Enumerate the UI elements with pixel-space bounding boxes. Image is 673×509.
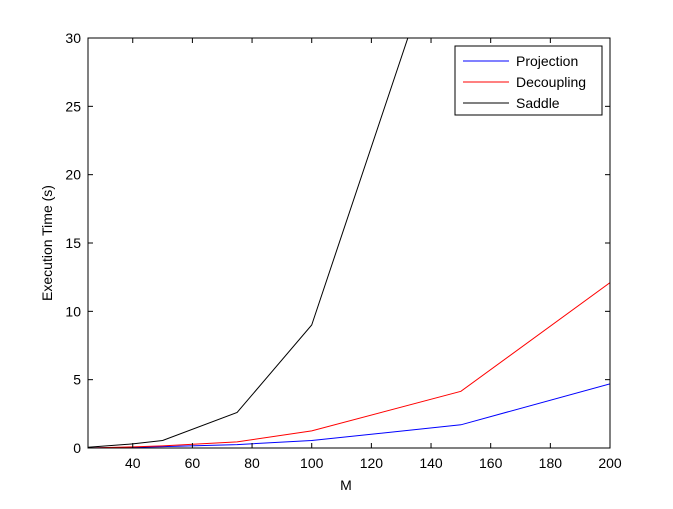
y-tick-label: 5 bbox=[73, 372, 81, 388]
x-tick-label: 80 bbox=[244, 455, 260, 471]
y-tick-label: 15 bbox=[65, 235, 81, 251]
x-tick-label: 140 bbox=[419, 455, 443, 471]
x-tick-label: 200 bbox=[598, 455, 622, 471]
x-tick-label: 180 bbox=[539, 455, 563, 471]
y-tick-label: 30 bbox=[65, 30, 81, 46]
x-tick-label: 100 bbox=[300, 455, 324, 471]
x-axis: 40 60 80 100 120 140 160 180 200 bbox=[125, 38, 622, 471]
y-axis-label: Execution Time (s) bbox=[39, 185, 55, 301]
legend: Projection Decoupling Saddle bbox=[454, 45, 603, 116]
x-axis-label: M bbox=[340, 477, 352, 493]
y-tick-label: 10 bbox=[65, 303, 81, 319]
legend-label-decoupling: Decoupling bbox=[516, 74, 586, 90]
y-axis: 0 5 10 15 20 25 30 bbox=[65, 30, 610, 456]
x-tick-label: 120 bbox=[360, 455, 384, 471]
series-line-saddle bbox=[88, 38, 409, 448]
y-tick-label: 0 bbox=[73, 440, 81, 456]
x-tick-label: 60 bbox=[185, 455, 201, 471]
legend-label-saddle: Saddle bbox=[516, 95, 560, 111]
x-tick-label: 40 bbox=[125, 455, 141, 471]
legend-label-projection: Projection bbox=[516, 53, 578, 69]
y-tick-label: 20 bbox=[65, 167, 81, 183]
y-tick-label: 25 bbox=[65, 98, 81, 114]
x-tick-label: 160 bbox=[479, 455, 503, 471]
